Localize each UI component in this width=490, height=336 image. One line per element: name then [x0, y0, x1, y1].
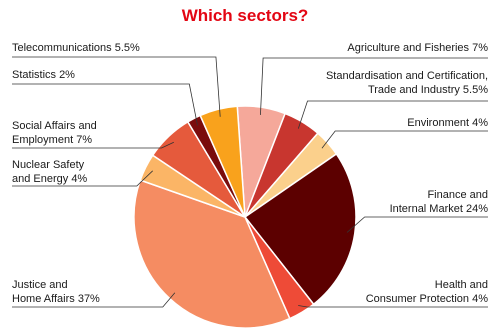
pie-slice	[199, 105, 246, 218]
leader-line	[297, 100, 488, 129]
slice-label: Telecommunications 5.5%	[12, 42, 140, 54]
slice-label: Justice and Home Affairs 37%	[12, 279, 100, 305]
slice-label: Statistics 2%	[12, 69, 75, 81]
leader-line	[346, 216, 488, 233]
leader-line	[321, 130, 488, 149]
chart-title: Which sectors?	[181, 6, 309, 25]
slice-label: Environment 4%	[407, 117, 488, 129]
slice-label: Social Affairs and Employment 7%	[12, 120, 97, 146]
leader-line	[12, 56, 221, 117]
slice-label: Agriculture and Fisheries 7%	[347, 42, 488, 54]
slice-label: Nuclear Safety and Energy 4%	[12, 159, 88, 185]
slice-label: Finance and Internal Market 24%	[389, 189, 488, 215]
leader-line	[298, 305, 488, 308]
leader-line	[12, 83, 198, 126]
leader-line	[12, 292, 176, 308]
slice-label: Standardisation and Certification, Trade…	[325, 70, 488, 96]
slice-label: Health and Consumer Protection 4%	[365, 279, 488, 305]
leader-line	[12, 141, 174, 149]
leader-line	[12, 170, 153, 187]
leader-line	[260, 57, 488, 115]
pie-slice	[243, 152, 357, 306]
